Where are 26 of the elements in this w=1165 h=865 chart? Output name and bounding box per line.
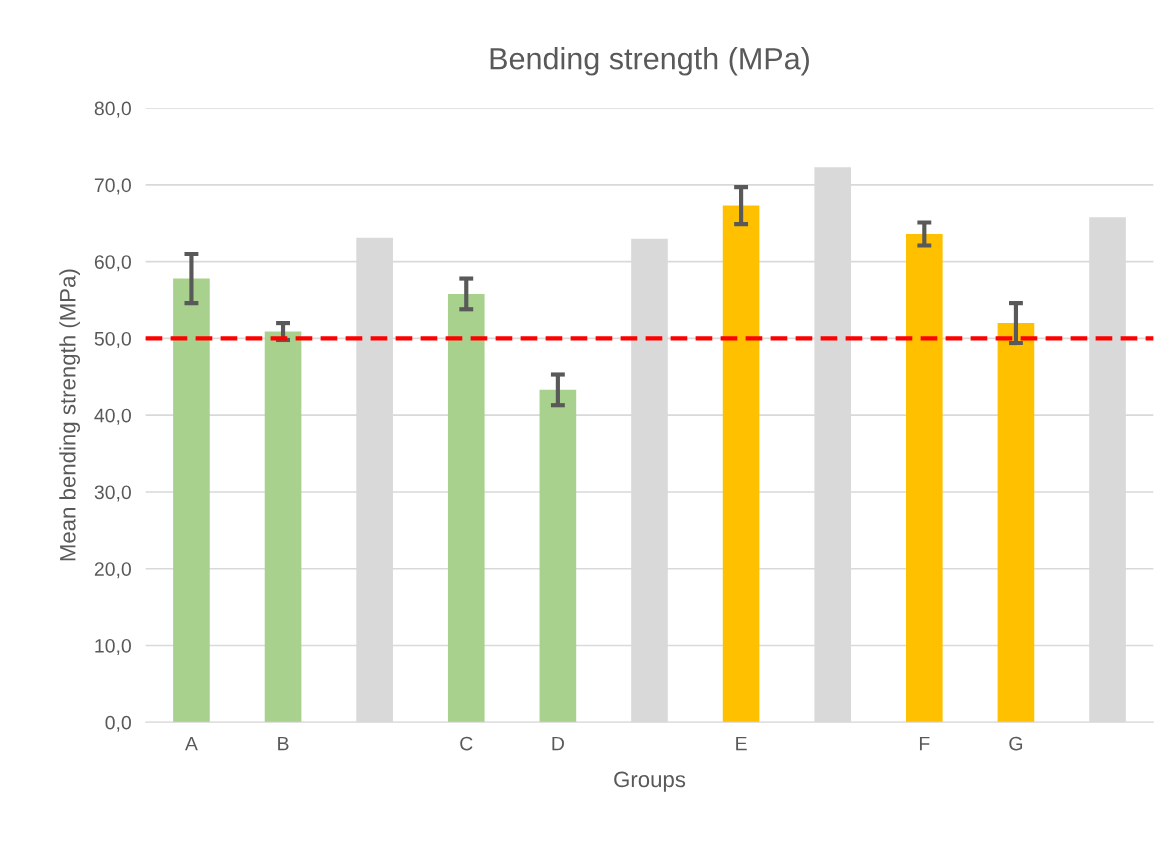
bar [173, 278, 210, 723]
bar [722, 205, 760, 723]
x-tick-label: B [278, 736, 289, 751]
x-tick-label: D [552, 736, 564, 751]
x-tick-label: G [1009, 736, 1023, 751]
bar [447, 293, 485, 723]
y-axis-title: Mean bending strength (MPa) [59, 269, 81, 561]
x-tick-label: C [460, 736, 473, 751]
y-tick-label: 50,0 [94, 331, 131, 348]
y-tick-label: 30,0 [94, 485, 131, 502]
y-tick-label: 20,0 [94, 562, 131, 579]
x-tick-label: A [184, 736, 198, 751]
bar [906, 234, 943, 723]
y-tick-label: 0,0 [105, 715, 131, 732]
y-tick-label: 60,0 [94, 255, 131, 272]
bar [997, 323, 1035, 723]
bar [264, 331, 302, 723]
y-tick-label: 10,0 [95, 638, 131, 656]
x-tick-label: E [736, 736, 747, 751]
x-axis-title: Groups [614, 771, 686, 792]
y-tick-label: 70,0 [94, 178, 131, 195]
y-tick-label: 80,0 [94, 101, 131, 118]
bar [539, 389, 577, 723]
y-tick-label: 40,0 [94, 408, 131, 425]
x-tick-label: F [919, 736, 930, 751]
chart-title: Bending strength (MPa) [490, 47, 809, 76]
